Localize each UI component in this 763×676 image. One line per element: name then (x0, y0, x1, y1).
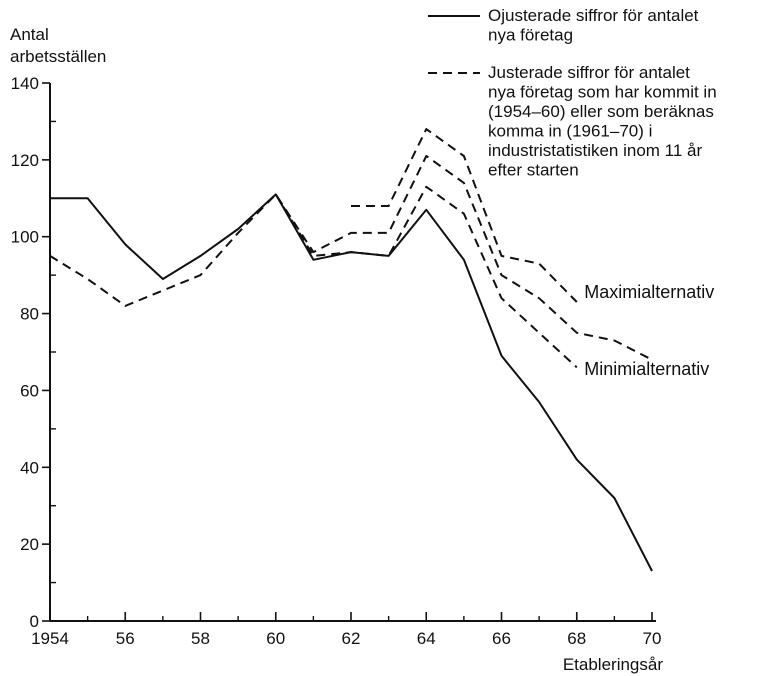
y-axis-title-line-1: Antal (10, 25, 49, 44)
x-axis-title: Etableringsår (563, 655, 664, 674)
y-ticks: 0 20 40 60 80 100 120 140 (11, 74, 56, 631)
x-ticks: 1954 56 58 60 62 64 66 68 70 (31, 612, 661, 648)
x-tick-label: 70 (643, 629, 662, 648)
annotation-label: Minimialternativ (584, 359, 709, 379)
y-tick-label: 0 (30, 612, 39, 631)
series-line-2 (49, 155, 653, 361)
annotation-label: Maximialternativ (584, 282, 714, 302)
x-tick-label: 66 (492, 629, 511, 648)
legend-text: Justerade siffror för antalet (488, 63, 690, 82)
x-tick-label: 58 (191, 629, 210, 648)
x-tick-label: 62 (342, 629, 361, 648)
legend-text: nya företag (488, 26, 573, 45)
y-tick-label: 100 (11, 228, 39, 247)
y-tick-label: 20 (20, 535, 39, 554)
legend-text: (1954–60) eller som beräknas (488, 102, 714, 121)
x-tick-label: 1954 (31, 629, 69, 648)
annotations: Maximialternativ Minimialternativ (584, 282, 714, 379)
y-tick-label: 80 (20, 305, 39, 324)
x-tick-label: 60 (266, 629, 285, 648)
legend-text: industristatistiken inom 11 år (488, 141, 703, 160)
series-lines (49, 128, 653, 572)
series-line-3 (351, 128, 578, 303)
legend-text: nya företag som har kommit in (488, 83, 717, 102)
legend-text: Ojusterade siffror för antalet (488, 6, 699, 25)
legend-text: efter starten (488, 161, 579, 180)
x-tick-label: 56 (116, 629, 135, 648)
x-tick-label: 64 (417, 629, 436, 648)
y-tick-label: 120 (11, 151, 39, 170)
y-tick-label: 140 (11, 74, 39, 93)
series-line-4 (274, 185, 578, 369)
legend-text: komma in (1961–70) i (488, 122, 652, 141)
series-line-1 (50, 193, 653, 572)
x-tick-label: 68 (567, 629, 586, 648)
y-axis-title-line-2: arbetsställen (10, 47, 106, 66)
y-tick-label: 40 (20, 458, 39, 477)
y-tick-label: 60 (20, 381, 39, 400)
